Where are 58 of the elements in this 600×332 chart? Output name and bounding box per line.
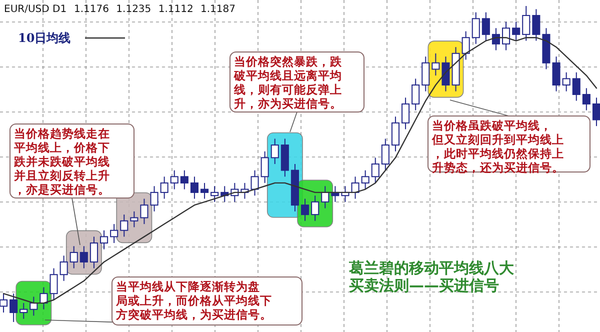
- candlestick: [391, 116, 400, 152]
- candlestick: [582, 88, 590, 111]
- annotation: 当价格趋势线走在平均线上，价格下跌并未跌破平均线并且立刻反转上升，亦是买进信号。: [13, 126, 110, 196]
- candlestick: [70, 246, 78, 269]
- candlestick: [562, 72, 570, 92]
- candlestick: [120, 214, 128, 238]
- candlestick: [140, 198, 148, 225]
- candlestick: [532, 8, 540, 42]
- candlestick: [371, 157, 380, 184]
- candlestick: [552, 56, 560, 92]
- annotation: 葛兰碧的移动平均线八大买卖法则——买进信号: [348, 259, 515, 294]
- candlestick: [200, 182, 209, 200]
- candlestick: [592, 97, 600, 127]
- candlestick: [472, 12, 480, 44]
- candlestick: [40, 286, 48, 310]
- candlestick: [502, 21, 510, 51]
- annotation: 当平均线从下降逐渐转为盘局或上升，而价格从平均线下方突破平均线，为买进信号。: [115, 280, 272, 322]
- candlestick: [90, 236, 98, 269]
- candlestick: [361, 170, 370, 190]
- candlestick: [442, 56, 450, 92]
- candlestick: [462, 30, 470, 60]
- candlestick: [160, 176, 168, 200]
- candlestick: [311, 195, 320, 222]
- candlestick: [512, 21, 520, 42]
- candlestick: [50, 268, 58, 300]
- candlestick: [402, 97, 410, 130]
- legend-label: 10日均线: [18, 31, 71, 45]
- candlestick: [170, 170, 178, 190]
- candlestick: [381, 138, 390, 171]
- chart-title: EUR/USD D1: [4, 4, 67, 15]
- candlestick: [301, 198, 310, 222]
- chart-subtitle: 1.1176 1.1235 1.1112 1.1187: [74, 4, 236, 15]
- candlestick: [110, 224, 118, 244]
- candlestick: [260, 150, 269, 184]
- annotation: 当价格突然暴跌，跌破平均线且远离平均线，则有可能反弹上升，亦为买进信号。: [233, 54, 343, 110]
- candlestick: [0, 293, 8, 314]
- candlestick: [100, 230, 108, 250]
- candlestick: [250, 170, 259, 196]
- candlestick: [20, 302, 28, 320]
- candlestick: [412, 78, 420, 111]
- candlestick: [522, 6, 530, 42]
- candlestick: [180, 170, 188, 190]
- candlestick: [190, 176, 198, 200]
- candlestick: [80, 246, 88, 269]
- candlestick: [482, 12, 490, 42]
- candlestick: [492, 28, 500, 51]
- candlestick: [210, 186, 219, 202]
- candlestick: [432, 52, 440, 76]
- candlestick: [30, 296, 38, 316]
- candlestick: [60, 255, 68, 282]
- candlestick: [10, 293, 18, 322]
- candlestick: [572, 72, 580, 102]
- candlestick: [321, 186, 330, 209]
- candlestick: [270, 138, 279, 164]
- candlestick: [150, 186, 158, 212]
- candlestick: [422, 56, 430, 92]
- candlestick: [130, 210, 138, 228]
- annotation: 当价格虽跌破平均线，但又立刻回升到平均线上，此时平均线仍然保持上升势态，还为买进信号。: [431, 118, 564, 174]
